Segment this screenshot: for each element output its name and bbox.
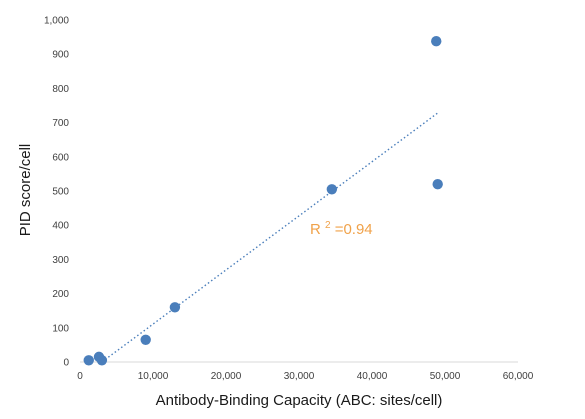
data-point	[431, 36, 442, 47]
x-axis-title: Antibody-Binding Capacity (ABC: sites/ce…	[156, 392, 443, 409]
trendline	[101, 112, 439, 363]
r-squared-superscript: 2	[325, 220, 331, 231]
y-tick-labels: 0 100 200 300 400 500 600 700 800 900 1,000	[44, 16, 69, 369]
y-tick-label: 600	[52, 152, 69, 163]
y-tick-label: 400	[52, 221, 69, 232]
y-tick-label: 100	[52, 323, 69, 334]
y-tick-label: 900	[52, 50, 69, 61]
y-tick-label: 500	[52, 187, 69, 198]
x-tick-label: 20,000	[211, 371, 242, 382]
x-tick-label: 0	[77, 371, 83, 382]
data-point	[326, 184, 338, 195]
y-tick-label: 300	[52, 255, 69, 266]
annotation-layer: R 2 =0.94	[310, 215, 373, 238]
y-tick-label: 700	[52, 118, 69, 129]
x-tick-label: 30,000	[284, 371, 315, 382]
y-tick-label: 200	[52, 289, 69, 300]
data-point	[432, 178, 443, 190]
r-squared-main: R	[310, 221, 321, 238]
y-tick-label: 1,000	[44, 16, 69, 27]
data-point	[140, 334, 151, 345]
x-tick-label: 10,000	[138, 371, 169, 382]
data-points	[83, 36, 443, 366]
x-tick-labels: 0 10,000 20,000 30,000 40,000 50,000 60,000	[77, 371, 534, 382]
data-point	[96, 355, 108, 366]
data-point	[169, 302, 181, 313]
y-axis-title: PID score/cell	[17, 144, 34, 237]
r-squared-annotation: R 2 =0.94	[310, 215, 373, 238]
y-tick-label: 0	[63, 358, 69, 369]
data-point	[83, 355, 94, 366]
x-tick-label: 50,000	[430, 371, 461, 382]
x-tick-label: 60,000	[503, 371, 534, 382]
x-tick-label: 40,000	[357, 371, 388, 382]
y-tick-label: 800	[52, 84, 69, 95]
trendline-layer	[101, 112, 439, 363]
r-squared-value: =0.94	[335, 221, 373, 238]
